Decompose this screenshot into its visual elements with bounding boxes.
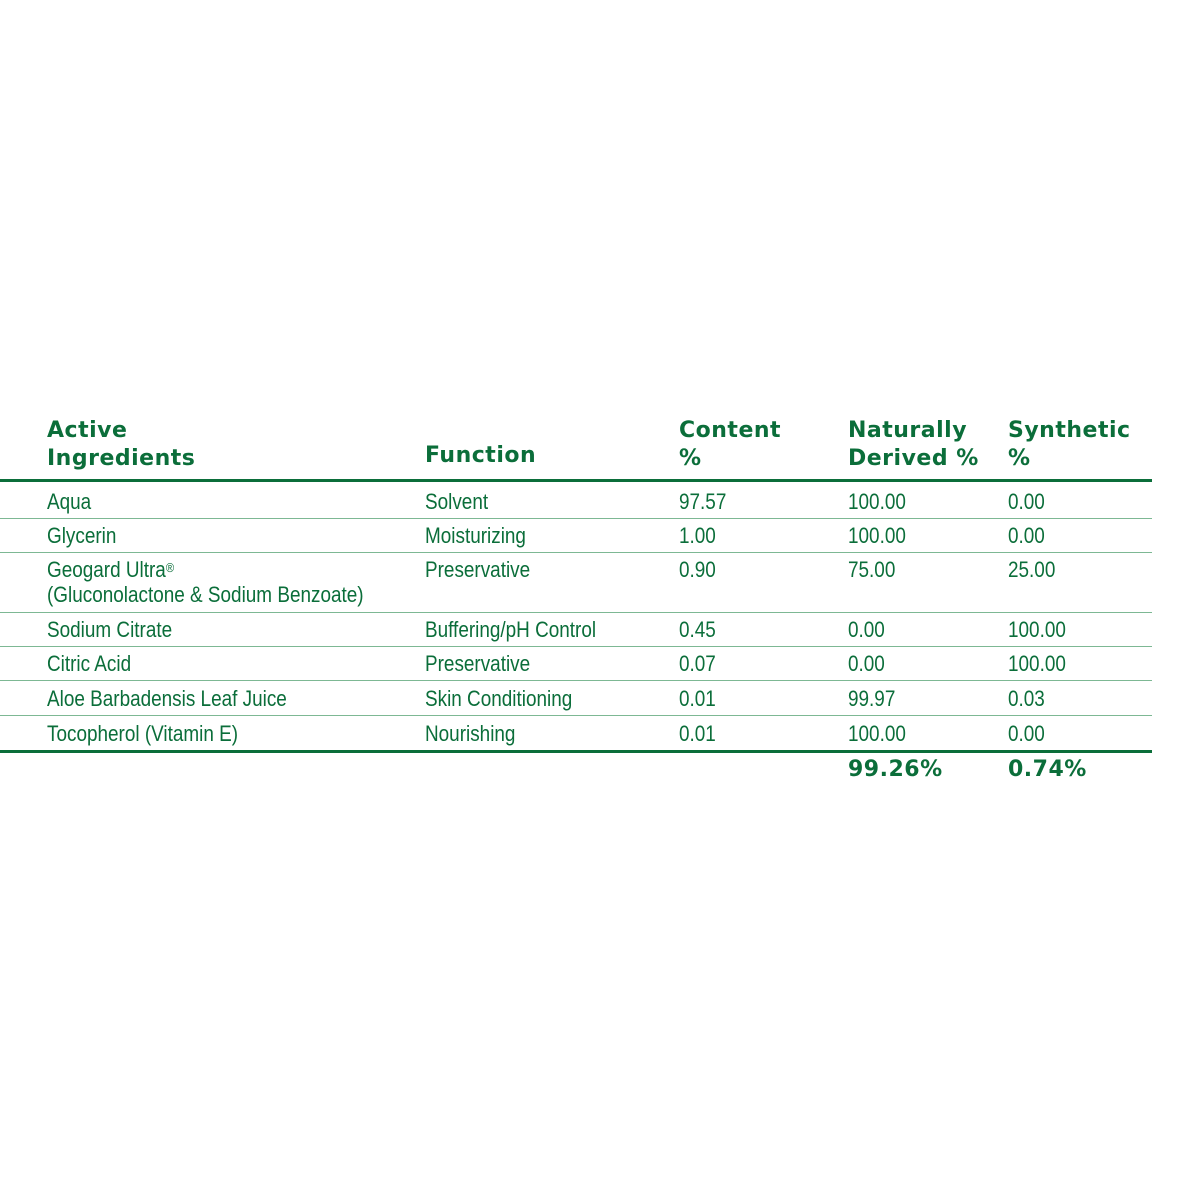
cell-ingredient: Glycerin [47,523,117,548]
cell-function: Preservative [425,651,531,676]
cell-function: Nourishing [425,721,516,746]
registered-mark: ® [165,560,175,575]
header-naturally-derived: Naturally Derived % [848,418,979,471]
row-divider [0,715,1152,716]
cell-natural: 100.00 [848,523,906,548]
cell-content: 97.57 [679,489,727,514]
row-divider [0,612,1152,613]
cell-synthetic: 0.00 [1008,721,1045,746]
total-naturally-derived: 99.26% [848,757,943,782]
row-divider [0,646,1152,647]
totals-rule [0,750,1152,753]
cell-ingredient: Aloe Barbadensis Leaf Juice [47,686,287,711]
cell-ingredient: Aqua [47,489,92,514]
cell-synthetic: 100.00 [1008,617,1066,642]
cell-synthetic: 25.00 [1008,557,1056,582]
cell-content: 0.07 [679,651,716,676]
header-content: Content% [679,418,782,471]
cell-natural: 75.00 [848,557,896,582]
header-function: Function [425,443,537,468]
cell-content: 0.01 [679,686,716,711]
total-synthetic: 0.74% [1008,757,1087,782]
cell-ingredient: Geogard Ultra® (Gluconolactone & Sodium B… [47,557,364,607]
header-synthetic: Synthetic% [1008,418,1131,471]
cell-function: Buffering/pH Control [425,617,597,642]
cell-synthetic: 100.00 [1008,651,1066,676]
cell-natural: 0.00 [848,617,885,642]
cell-ingredient: Tocopherol (Vitamin E) [47,721,239,746]
row-divider [0,518,1152,519]
row-divider [0,552,1152,553]
cell-content: 0.01 [679,721,716,746]
cell-function: Moisturizing [425,523,526,548]
header-active-ingredients: Active Ingredients [47,418,196,471]
cell-function: Skin Conditioning [425,686,573,711]
cell-synthetic: 0.00 [1008,489,1045,514]
cell-natural: 99.97 [848,686,896,711]
row-divider [0,680,1152,681]
cell-content: 1.00 [679,523,716,548]
cell-function: Preservative [425,557,531,582]
cell-ingredient: Citric Acid [47,651,132,676]
header-rule [0,479,1152,482]
cell-natural: 100.00 [848,489,906,514]
cell-natural: 100.00 [848,721,906,746]
cell-synthetic: 0.03 [1008,686,1045,711]
cell-content: 0.90 [679,557,716,582]
cell-synthetic: 0.00 [1008,523,1045,548]
cell-content: 0.45 [679,617,716,642]
cell-function: Solvent [425,489,489,514]
ingredient-subtitle: (Gluconolactone & Sodium Benzoate) [47,582,364,607]
cell-natural: 0.00 [848,651,885,676]
cell-ingredient: Sodium Citrate [47,617,173,642]
